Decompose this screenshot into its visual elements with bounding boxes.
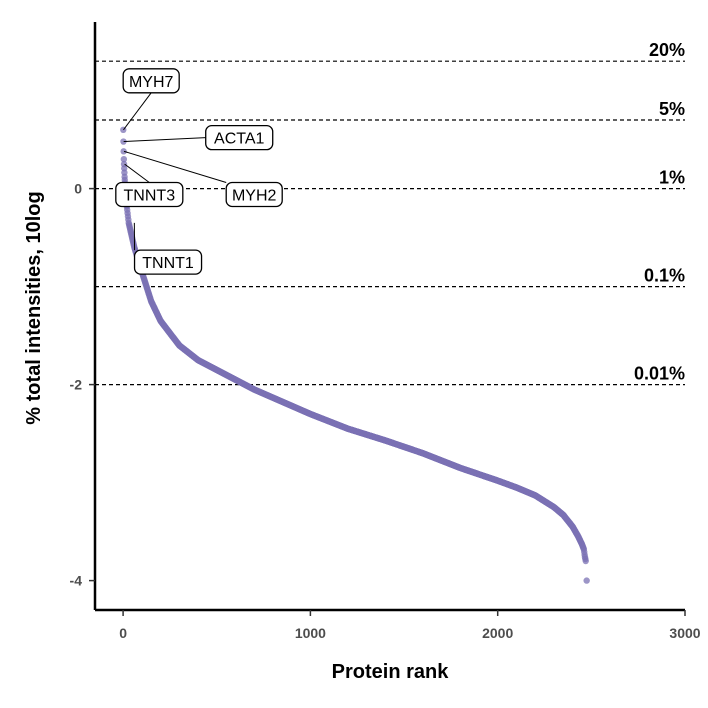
callout-connector (123, 137, 206, 143)
data-point (120, 138, 127, 145)
data-point (583, 577, 590, 584)
reference-line-label: 0.1% (644, 266, 685, 286)
x-tick-label: 3000 (669, 625, 700, 641)
callout-box (205, 124, 274, 151)
data-points (120, 126, 590, 584)
callout-labels: MYH7 ACTA1 MYH2 TNNT3 TNNT1 (115, 68, 283, 275)
callout-connector (123, 150, 227, 183)
y-tick-label: 0 (74, 181, 82, 197)
reference-lines: 20% 5% 1% 0.1% 0.01% (95, 40, 685, 386)
callout-connector (124, 163, 150, 183)
callout-label: TNNT1 (142, 255, 194, 272)
x-tick-label: 1000 (295, 625, 326, 641)
y-axis-title: % total intensities, 10log (23, 191, 45, 424)
callout-box (225, 181, 283, 208)
callout-label: ACTA1 (214, 131, 264, 148)
y-tick-label: -4 (70, 573, 83, 589)
callout-label: MYH7 (129, 74, 174, 91)
reference-line-label: 0.01% (634, 364, 685, 384)
y-tick-label: -2 (70, 377, 83, 393)
x-tick-label: 0 (119, 625, 127, 641)
callout-label: MYH2 (232, 187, 277, 204)
callout-box (122, 68, 180, 94)
callout-label: TNNT3 (124, 187, 176, 204)
callout-connector (123, 92, 152, 131)
reference-line-label: 5% (659, 99, 685, 119)
data-point (582, 557, 589, 565)
callout-box (115, 181, 184, 208)
x-axis-title: Protein rank (332, 661, 450, 683)
data-point (120, 156, 128, 163)
data-point (120, 148, 127, 155)
reference-line-label: 20% (649, 40, 685, 60)
axes: 0 1000 2000 3000 -4 -2 0 (70, 22, 701, 641)
x-tick-label: 2000 (482, 625, 513, 641)
reference-line-label: 1% (659, 168, 685, 188)
callout-box (133, 249, 203, 275)
